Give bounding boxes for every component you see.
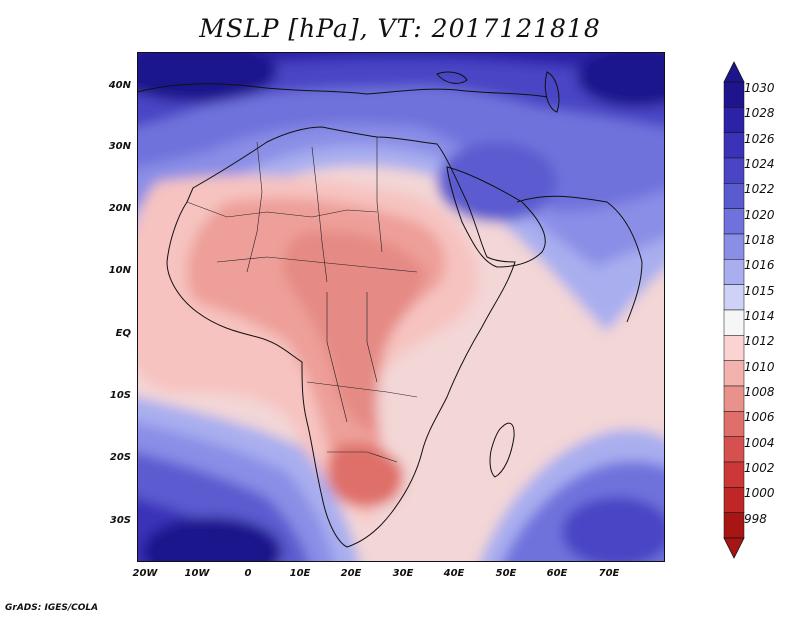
- pressure-cell-south-atlantic-high: [142, 517, 282, 562]
- colorbar-label: 1024: [744, 157, 775, 171]
- colorbar-label: 1014: [744, 309, 775, 323]
- colorbar-label: 1008: [744, 385, 775, 399]
- lon-label-30e: 30E: [392, 568, 414, 579]
- colorbar-swatch: [723, 208, 745, 235]
- colorbar-swatch: [723, 284, 745, 311]
- country-borders: [186, 137, 418, 463]
- pressure-cell-arabia: [437, 142, 557, 222]
- lat-label-10s: 10S: [109, 390, 131, 401]
- colorbar-label: 1030: [744, 81, 775, 95]
- colorbar-swatch: [723, 385, 745, 412]
- pressure-cell-europe: [137, 52, 277, 102]
- colorbar-label: 998: [744, 511, 767, 526]
- colorbar-arrow-bottom: [723, 537, 745, 559]
- colorbar-swatch: [723, 436, 745, 463]
- colorbar-swatch: [723, 183, 745, 209]
- colorbar-label: 1028: [744, 106, 775, 121]
- lon-label-10e: 10E: [289, 568, 311, 579]
- colorbar-swatch: [723, 233, 745, 260]
- colorbar-label: 1026: [744, 131, 775, 146]
- colorbar-swatch: [723, 335, 745, 361]
- colorbar-label: 1000: [744, 486, 775, 501]
- pressure-cell-indian-ocean-high: [562, 497, 665, 562]
- colorbar-label: 1016: [744, 258, 775, 273]
- colorbar: [723, 61, 745, 559]
- colorbar-label: 1020: [744, 207, 775, 222]
- colorbar-label: 1010: [744, 359, 775, 374]
- lat-label-30s: 30S: [109, 515, 131, 526]
- coastlines: [137, 71, 643, 548]
- colorbar-swatch: [723, 107, 745, 133]
- lat-label-40n: 40N: [108, 80, 131, 91]
- colorbar-swatch: [723, 461, 745, 488]
- colorbar-swatch: [723, 132, 745, 159]
- lon-label-40e: 40E: [443, 568, 465, 579]
- colorbar-label: 1006: [744, 410, 775, 425]
- colorbar-label: 1022: [744, 182, 775, 197]
- colorbar-swatch: [723, 512, 745, 539]
- lon-label-0: 0: [244, 568, 252, 579]
- colorbar-label: 1012: [744, 334, 775, 349]
- colorbar-label: 1002: [744, 461, 775, 475]
- colorbar-swatch: [723, 487, 745, 513]
- lon-label-20w: 20W: [132, 568, 158, 579]
- colorbar-label: 1004: [744, 435, 775, 450]
- colorbar-swatch: [723, 411, 745, 437]
- lon-label-50e: 50E: [495, 568, 517, 579]
- lat-label-20n: 20N: [108, 203, 131, 214]
- pressure-band-1008: [283, 231, 427, 432]
- colorbar-swatch: [723, 81, 745, 108]
- colorbar-label: 1015: [744, 283, 775, 298]
- pressure-cell-1006-kalahari: [327, 443, 403, 507]
- pressure-cell-central-asia: [577, 52, 665, 107]
- lon-label-60e: 60E: [546, 568, 568, 579]
- colorbar-swatch: [723, 360, 745, 387]
- colorbar-swatch: [723, 157, 745, 184]
- credit-text: GrADS: IGES/COLA: [5, 603, 99, 613]
- lat-label-10n: 10N: [108, 265, 131, 276]
- lon-label-10w: 10W: [184, 568, 210, 579]
- lat-label-30n: 30N: [108, 141, 131, 152]
- colorbar-arrow-top: [723, 61, 745, 83]
- pressure-map: [137, 52, 665, 562]
- colorbar-label: 1018: [744, 233, 775, 247]
- lat-label-20s: 20S: [109, 452, 131, 463]
- map-title: MSLP [hPa], VT: 2017121818: [199, 14, 601, 43]
- lon-label-20e: 20E: [340, 568, 362, 579]
- colorbar-swatch: [723, 259, 745, 285]
- colorbar-swatch: [723, 309, 745, 336]
- lat-label-eq: EQ: [115, 328, 131, 339]
- lon-label-70e: 70E: [598, 568, 620, 579]
